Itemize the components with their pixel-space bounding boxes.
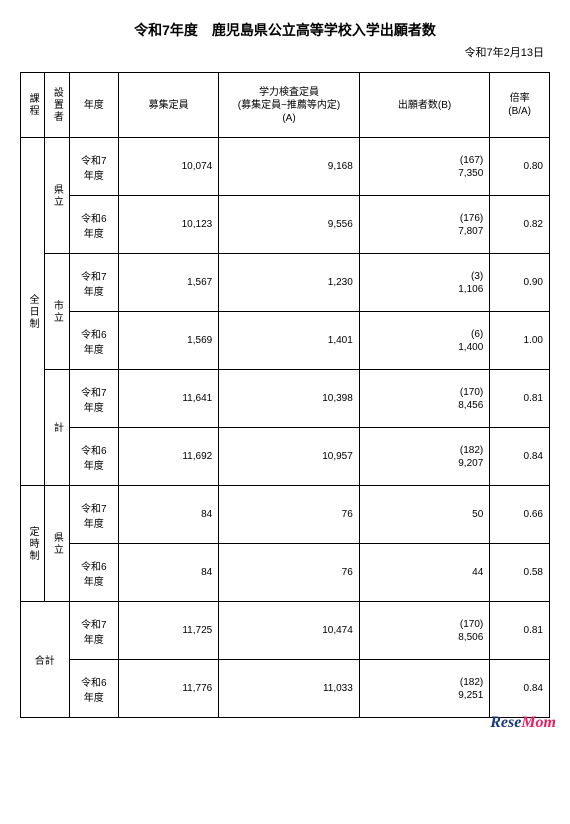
- year-cell: 令和7年度: [69, 138, 119, 196]
- est-ken: 県立: [45, 138, 69, 254]
- cell: (176)7,807: [359, 196, 489, 254]
- cell: 50: [359, 486, 489, 544]
- cell: 76: [219, 486, 360, 544]
- est-shi: 市立: [45, 254, 69, 370]
- th-exam: 学力検査定員(募集定員−推薦等内定)(A): [219, 73, 360, 138]
- th-ratio: 倍率(B/A): [490, 73, 550, 138]
- applicant-table: 課程 設置者 年度 募集定員 学力検査定員(募集定員−推薦等内定)(A) 出願者…: [20, 72, 550, 718]
- year-cell: 令和6年度: [69, 196, 119, 254]
- table-row: 令和6年度 10,123 9,556 (176)7,807 0.82: [21, 196, 550, 254]
- cell: 11,033: [219, 660, 360, 718]
- year-cell: 令和7年度: [69, 254, 119, 312]
- th-recruit: 募集定員: [119, 73, 219, 138]
- watermark-rese: Rese: [490, 714, 521, 731]
- year-cell: 令和7年度: [69, 486, 119, 544]
- year-cell: 令和6年度: [69, 660, 119, 718]
- cell: 76: [219, 544, 360, 602]
- cat-total: 合計: [21, 602, 70, 718]
- cell: 1,567: [119, 254, 219, 312]
- th-applicants: 出願者数(B): [359, 73, 489, 138]
- table-row: 令和6年度 11,776 11,033 (182)9,251 0.84: [21, 660, 550, 718]
- cell: 10,074: [119, 138, 219, 196]
- cell: 0.58: [490, 544, 550, 602]
- cell: 84: [119, 486, 219, 544]
- table-row: 令和6年度 1,569 1,401 (6)1,400 1.00: [21, 312, 550, 370]
- year-cell: 令和7年度: [69, 602, 119, 660]
- th-establisher: 設置者: [45, 73, 69, 138]
- cell: 11,641: [119, 370, 219, 428]
- year-cell: 令和6年度: [69, 312, 119, 370]
- cell: 10,398: [219, 370, 360, 428]
- table-row: 令和6年度 84 76 44 0.58: [21, 544, 550, 602]
- cell: 9,168: [219, 138, 360, 196]
- cell: 0.84: [490, 428, 550, 486]
- table-row: 全日制 県立 令和7年度 10,074 9,168 (167)7,350 0.8…: [21, 138, 550, 196]
- cell: (3)1,106: [359, 254, 489, 312]
- cell: 11,692: [119, 428, 219, 486]
- year-cell: 令和7年度: [69, 370, 119, 428]
- cell: 44: [359, 544, 489, 602]
- cell: 1,230: [219, 254, 360, 312]
- th-category: 課程: [21, 73, 45, 138]
- page-title: 令和7年度 鹿児島県公立高等学校入学出願者数: [20, 20, 550, 40]
- cell: 11,725: [119, 602, 219, 660]
- cat-tei: 定時制: [21, 486, 45, 602]
- cell: 1,401: [219, 312, 360, 370]
- cell: (182)9,207: [359, 428, 489, 486]
- year-cell: 令和6年度: [69, 544, 119, 602]
- cell: 10,957: [219, 428, 360, 486]
- cell: 0.80: [490, 138, 550, 196]
- table-row: 令和6年度 11,692 10,957 (182)9,207 0.84: [21, 428, 550, 486]
- watermark-logo: ReseMom: [490, 714, 556, 732]
- est-kei: 計: [45, 370, 69, 486]
- cell: 9,556: [219, 196, 360, 254]
- table-row: 合計 令和7年度 11,725 10,474 (170)8,506 0.81: [21, 602, 550, 660]
- cell: 10,474: [219, 602, 360, 660]
- cell: 84: [119, 544, 219, 602]
- year-cell: 令和6年度: [69, 428, 119, 486]
- cell: 10,123: [119, 196, 219, 254]
- cell: 0.90: [490, 254, 550, 312]
- cell: 0.81: [490, 370, 550, 428]
- cell: (6)1,400: [359, 312, 489, 370]
- cell: 0.81: [490, 602, 550, 660]
- page-date: 令和7年2月13日: [20, 44, 550, 60]
- cell: (170)8,456: [359, 370, 489, 428]
- table-row: 市立 令和7年度 1,567 1,230 (3)1,106 0.90: [21, 254, 550, 312]
- est-ken: 県立: [45, 486, 69, 602]
- cell: 0.84: [490, 660, 550, 718]
- cat-zen: 全日制: [21, 138, 45, 486]
- cell: 1,569: [119, 312, 219, 370]
- cell: 1.00: [490, 312, 550, 370]
- watermark-mom: Mom: [521, 714, 556, 731]
- table-row: 計 令和7年度 11,641 10,398 (170)8,456 0.81: [21, 370, 550, 428]
- th-year: 年度: [69, 73, 119, 138]
- cell: (182)9,251: [359, 660, 489, 718]
- cell: (167)7,350: [359, 138, 489, 196]
- cell: (170)8,506: [359, 602, 489, 660]
- cell: 0.66: [490, 486, 550, 544]
- table-row: 定時制 県立 令和7年度 84 76 50 0.66: [21, 486, 550, 544]
- cell: 0.82: [490, 196, 550, 254]
- cell: 11,776: [119, 660, 219, 718]
